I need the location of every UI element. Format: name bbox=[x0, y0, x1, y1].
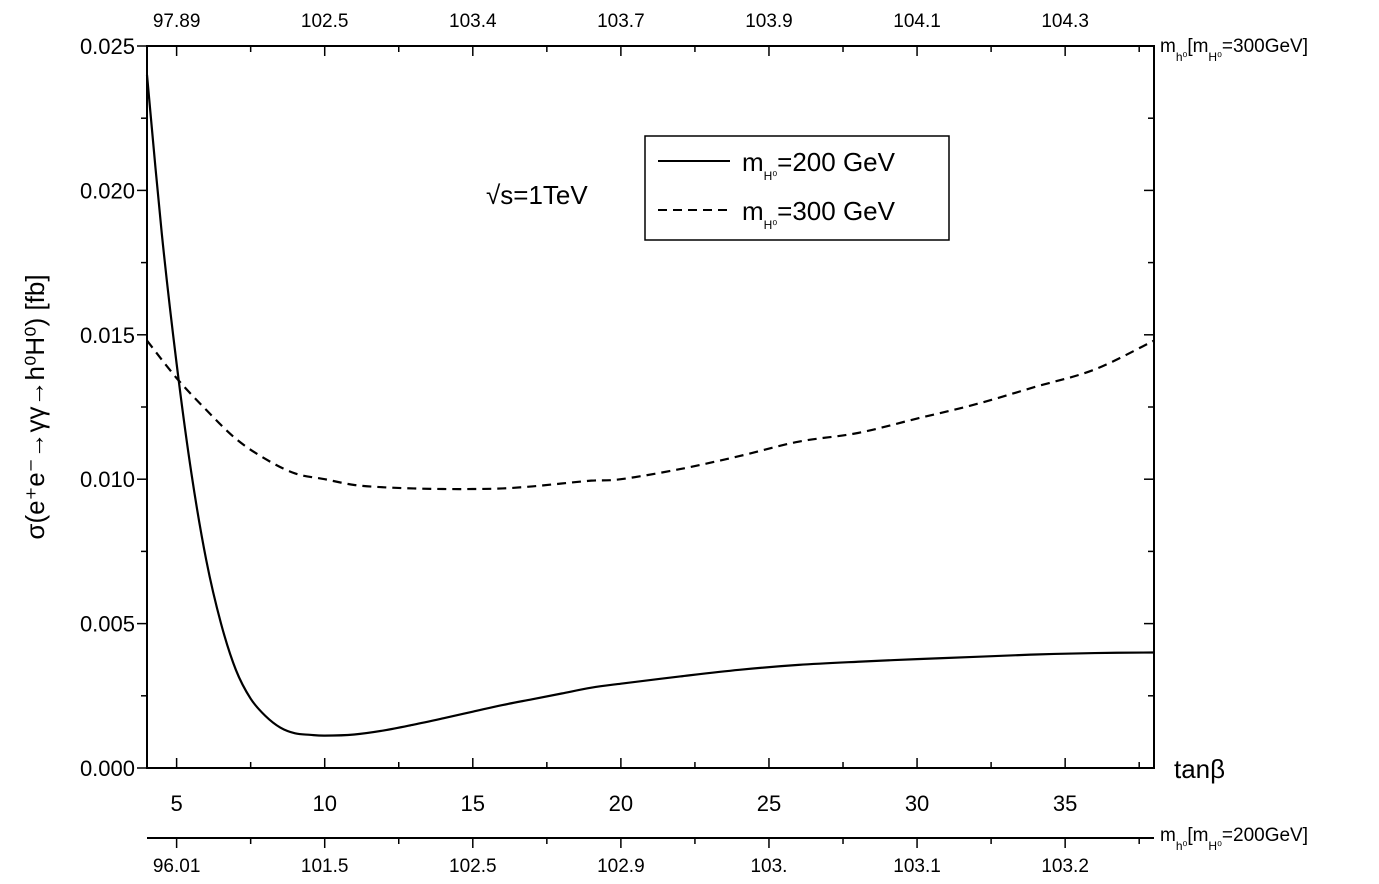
bottom-tick-label: 102.5 bbox=[449, 856, 497, 877]
y-tick-label: 0.025 bbox=[80, 34, 135, 59]
bottom-axis: 96.01 101.5 102.5 102.9 103. 103.1 103.2 bbox=[147, 837, 1154, 877]
top-tick-label: 97.89 bbox=[153, 11, 201, 32]
top-axis-label: mh⁰[mH⁰=300GeV] bbox=[1160, 36, 1308, 64]
bottom-axis-label: mh⁰[mH⁰=200GeV] bbox=[1160, 825, 1308, 853]
legend: mH⁰=200 GeV mH⁰=300 GeV bbox=[644, 135, 950, 241]
bottom-tick-label: 103. bbox=[750, 856, 787, 877]
y-tick-label: 0.000 bbox=[80, 756, 135, 781]
bottom-tick-label: 102.9 bbox=[597, 856, 645, 877]
y-axis-label: σ(e⁺e⁻→γγ→h⁰H⁰) [fb] bbox=[20, 274, 50, 539]
energy-annotation: √s=1TeV bbox=[486, 180, 588, 210]
y-tick-label: 0.010 bbox=[80, 467, 135, 492]
top-axis: 97.89 102.5 103.4 103.7 103.9 104.1 104.3 bbox=[147, 11, 1154, 56]
legend-entry-2: mH⁰=300 GeV bbox=[742, 196, 896, 232]
top-tick-label: 103.7 bbox=[597, 11, 645, 32]
x-axis: 5 10 15 20 25 30 35 bbox=[170, 758, 1140, 816]
bottom-tick-label: 103.2 bbox=[1041, 856, 1089, 877]
series-line-300gev bbox=[146, 339, 1155, 491]
y-tick-label: 0.005 bbox=[80, 612, 135, 637]
x-tick-label: 15 bbox=[461, 791, 485, 816]
legend-entry-1: mH⁰=200 GeV bbox=[742, 147, 896, 183]
bottom-tick-label: 101.5 bbox=[301, 856, 349, 877]
x-tick-label: 5 bbox=[170, 791, 182, 816]
x-tick-label: 35 bbox=[1053, 791, 1077, 816]
top-tick-label: 102.5 bbox=[301, 11, 349, 32]
series-line-200gev bbox=[145, 74, 1155, 737]
x-tick-label: 10 bbox=[312, 791, 336, 816]
y-tick-label: 0.015 bbox=[80, 323, 135, 348]
bottom-tick-label: 96.01 bbox=[153, 856, 201, 877]
x-tick-label: 20 bbox=[609, 791, 633, 816]
top-tick-label: 104.3 bbox=[1041, 11, 1089, 32]
x-axis-label: tanβ bbox=[1174, 754, 1225, 784]
y-axis: 0.000 0.005 0.010 0.015 0.020 0.025 bbox=[80, 34, 1154, 781]
bottom-tick-label: 103.1 bbox=[893, 856, 941, 877]
top-tick-label: 103.4 bbox=[449, 11, 497, 32]
x-tick-label: 25 bbox=[757, 791, 781, 816]
legend-box bbox=[644, 135, 950, 241]
top-tick-label: 104.1 bbox=[893, 11, 941, 32]
y-tick-label: 0.020 bbox=[80, 178, 135, 203]
top-tick-label: 103.9 bbox=[745, 11, 793, 32]
x-tick-label: 30 bbox=[905, 791, 929, 816]
series-group bbox=[145, 74, 1155, 737]
